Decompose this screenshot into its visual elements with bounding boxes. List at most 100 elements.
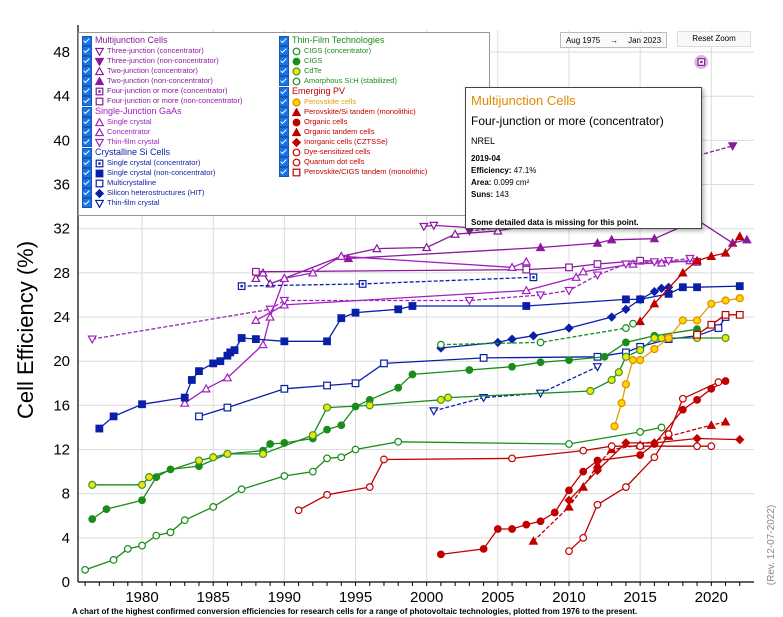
data-point[interactable] [337, 453, 346, 462]
legend-item[interactable]: Silicon heterostructures (HIT) [82, 188, 242, 198]
data-point[interactable] [323, 381, 331, 390]
legend-item[interactable]: Thin-film crystal [82, 137, 242, 147]
data-point[interactable] [622, 483, 630, 491]
data-point[interactable] [437, 340, 445, 349]
data-point[interactable] [565, 486, 573, 495]
data-point[interactable] [678, 283, 687, 292]
data-point[interactable] [216, 357, 225, 366]
legend-marker[interactable] [292, 107, 301, 116]
data-point[interactable] [663, 257, 674, 266]
data-point[interactable] [279, 296, 290, 306]
data-point[interactable] [721, 377, 730, 385]
data-point[interactable] [742, 234, 752, 244]
data-point[interactable] [565, 263, 573, 272]
data-point[interactable] [565, 547, 573, 555]
checkbox-icon[interactable] [82, 137, 92, 147]
legend-marker[interactable] [292, 118, 301, 126]
data-point[interactable] [123, 544, 132, 553]
data-point[interactable] [693, 395, 701, 404]
data-point[interactable] [323, 425, 331, 434]
data-point[interactable] [265, 312, 275, 321]
series-20[interactable] [437, 377, 730, 559]
data-point[interactable] [657, 333, 666, 343]
data-point[interactable] [621, 380, 631, 389]
data-point[interactable] [535, 291, 546, 300]
legend-group[interactable]: Thin-Film Technologies [279, 35, 427, 46]
series-9[interactable] [237, 273, 538, 291]
data-point[interactable] [343, 253, 354, 263]
data-point[interactable] [166, 528, 175, 537]
data-point[interactable] [437, 550, 445, 559]
data-point[interactable] [685, 254, 695, 264]
checkbox-icon[interactable] [82, 178, 92, 188]
legend-item[interactable]: Organic cells [279, 117, 427, 127]
data-point[interactable] [380, 359, 388, 368]
data-point[interactable] [507, 262, 517, 271]
checkbox-icon[interactable] [279, 167, 289, 177]
legend-item[interactable]: Two-junction (non-concentrator) [82, 76, 242, 86]
data-point[interactable] [279, 273, 290, 283]
data-point[interactable] [419, 222, 429, 232]
data-point[interactable] [222, 372, 233, 382]
data-point[interactable] [450, 229, 460, 238]
data-point[interactable] [152, 531, 161, 540]
checkbox-icon[interactable] [82, 86, 92, 96]
data-point[interactable] [650, 453, 659, 462]
legend-marker[interactable] [95, 199, 104, 208]
legend-marker[interactable] [292, 158, 301, 166]
data-point[interactable] [436, 395, 446, 404]
legend-item[interactable]: Four-junction or more (non-concentrator) [82, 96, 242, 106]
legend-marker[interactable] [292, 47, 301, 55]
data-point[interactable] [337, 314, 346, 323]
data-point[interactable] [322, 403, 332, 412]
data-point[interactable] [565, 440, 573, 448]
data-point[interactable] [564, 495, 574, 505]
data-point[interactable] [365, 401, 374, 410]
data-point[interactable] [323, 490, 331, 499]
data-point[interactable] [522, 520, 531, 529]
data-point[interactable] [607, 312, 617, 322]
data-point[interactable] [657, 423, 666, 432]
data-point[interactable] [508, 525, 516, 533]
data-point[interactable] [138, 496, 146, 505]
date-to[interactable]: Jan 2023 [628, 35, 662, 45]
legend-item[interactable]: CIGS (concentrator) [279, 46, 427, 56]
checkbox-icon[interactable] [82, 127, 92, 137]
data-point[interactable] [635, 294, 645, 305]
legend-marker[interactable] [95, 57, 104, 66]
data-point[interactable] [649, 258, 660, 267]
legend-group[interactable]: Crystalline Si Cells [82, 147, 242, 158]
checkbox-icon[interactable] [82, 76, 92, 86]
data-point[interactable] [650, 333, 659, 343]
legend-marker[interactable] [292, 168, 301, 176]
data-point[interactable] [636, 346, 645, 355]
data-point[interactable] [649, 298, 660, 308]
checkbox-icon[interactable] [82, 56, 92, 66]
data-point[interactable] [237, 485, 246, 494]
data-point[interactable] [720, 247, 731, 257]
legend-marker[interactable] [95, 127, 104, 136]
checkbox-icon[interactable] [82, 96, 92, 106]
data-point[interactable] [678, 405, 687, 414]
data-point[interactable] [735, 282, 744, 291]
legend-marker[interactable] [95, 169, 104, 177]
data-point[interactable] [209, 359, 218, 368]
data-point[interactable] [707, 320, 716, 329]
data-point[interactable] [592, 271, 603, 281]
data-point[interactable] [521, 256, 532, 266]
series-17[interactable] [81, 423, 666, 574]
series-6[interactable] [251, 255, 695, 324]
data-point[interactable] [579, 467, 588, 476]
data-point[interactable] [536, 358, 545, 367]
data-point[interactable] [258, 339, 268, 349]
data-point[interactable] [323, 337, 331, 346]
data-point[interactable] [721, 296, 730, 305]
data-point[interactable] [692, 255, 702, 265]
series-18[interactable] [610, 294, 744, 431]
data-point[interactable] [421, 242, 432, 252]
data-point[interactable] [521, 285, 532, 295]
series-11[interactable] [195, 313, 730, 421]
data-point[interactable] [280, 384, 289, 393]
data-point[interactable] [180, 516, 189, 525]
data-point[interactable] [610, 422, 619, 431]
